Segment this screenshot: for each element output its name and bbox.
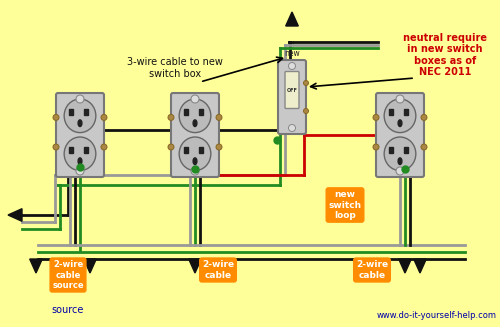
Circle shape xyxy=(304,109,308,113)
Bar xyxy=(184,147,188,153)
Text: www.do-it-yourself-help.com: www.do-it-yourself-help.com xyxy=(377,311,497,320)
Ellipse shape xyxy=(193,120,197,127)
FancyBboxPatch shape xyxy=(171,93,219,177)
Circle shape xyxy=(168,114,174,120)
Bar xyxy=(404,109,408,115)
Bar xyxy=(404,147,408,153)
Polygon shape xyxy=(30,259,43,273)
Circle shape xyxy=(191,167,199,175)
Bar xyxy=(84,147,88,153)
Circle shape xyxy=(421,144,427,150)
Circle shape xyxy=(76,95,84,103)
Bar xyxy=(199,147,203,153)
Bar xyxy=(69,147,73,153)
Text: 2-wire
cable
source: 2-wire cable source xyxy=(52,260,84,290)
Bar xyxy=(389,109,393,115)
Ellipse shape xyxy=(64,137,96,171)
Circle shape xyxy=(288,125,296,131)
Polygon shape xyxy=(84,259,96,273)
Text: neutral require
in new switch
boxes as of
NEC 2011: neutral require in new switch boxes as o… xyxy=(403,33,487,77)
Text: 3-wire cable to new
switch box: 3-wire cable to new switch box xyxy=(127,57,223,79)
Ellipse shape xyxy=(384,137,416,171)
Circle shape xyxy=(168,144,174,150)
Circle shape xyxy=(304,80,308,85)
Circle shape xyxy=(288,62,296,70)
Circle shape xyxy=(191,95,199,103)
Circle shape xyxy=(216,144,222,150)
Ellipse shape xyxy=(78,158,82,164)
Ellipse shape xyxy=(398,158,402,164)
Circle shape xyxy=(396,167,404,175)
Circle shape xyxy=(76,167,84,175)
Ellipse shape xyxy=(193,158,197,164)
Polygon shape xyxy=(398,259,411,273)
Bar xyxy=(389,147,393,153)
Circle shape xyxy=(101,114,107,120)
Circle shape xyxy=(373,114,379,120)
Circle shape xyxy=(101,144,107,150)
Polygon shape xyxy=(66,259,80,273)
FancyBboxPatch shape xyxy=(278,60,306,134)
Bar xyxy=(184,109,188,115)
Ellipse shape xyxy=(78,120,82,127)
Bar xyxy=(199,109,203,115)
Circle shape xyxy=(373,144,379,150)
FancyBboxPatch shape xyxy=(376,93,424,177)
Text: new: new xyxy=(284,49,300,58)
Circle shape xyxy=(421,114,427,120)
Circle shape xyxy=(216,114,222,120)
Ellipse shape xyxy=(384,99,416,133)
FancyBboxPatch shape xyxy=(285,72,299,109)
Text: 2-wire
cable: 2-wire cable xyxy=(202,260,234,280)
Polygon shape xyxy=(8,209,22,221)
Circle shape xyxy=(53,144,59,150)
Text: source: source xyxy=(52,305,84,315)
Polygon shape xyxy=(188,259,202,273)
Text: new
switch
loop: new switch loop xyxy=(328,190,362,220)
Circle shape xyxy=(396,95,404,103)
Polygon shape xyxy=(286,12,298,26)
Ellipse shape xyxy=(64,99,96,133)
Ellipse shape xyxy=(398,120,402,127)
Bar xyxy=(69,109,73,115)
Bar xyxy=(84,109,88,115)
Text: 2-wire
cable: 2-wire cable xyxy=(356,260,388,280)
Ellipse shape xyxy=(179,99,211,133)
Polygon shape xyxy=(414,259,426,273)
Polygon shape xyxy=(200,259,213,273)
Ellipse shape xyxy=(179,137,211,171)
FancyBboxPatch shape xyxy=(56,93,104,177)
Circle shape xyxy=(53,114,59,120)
Text: OFF: OFF xyxy=(286,88,298,93)
